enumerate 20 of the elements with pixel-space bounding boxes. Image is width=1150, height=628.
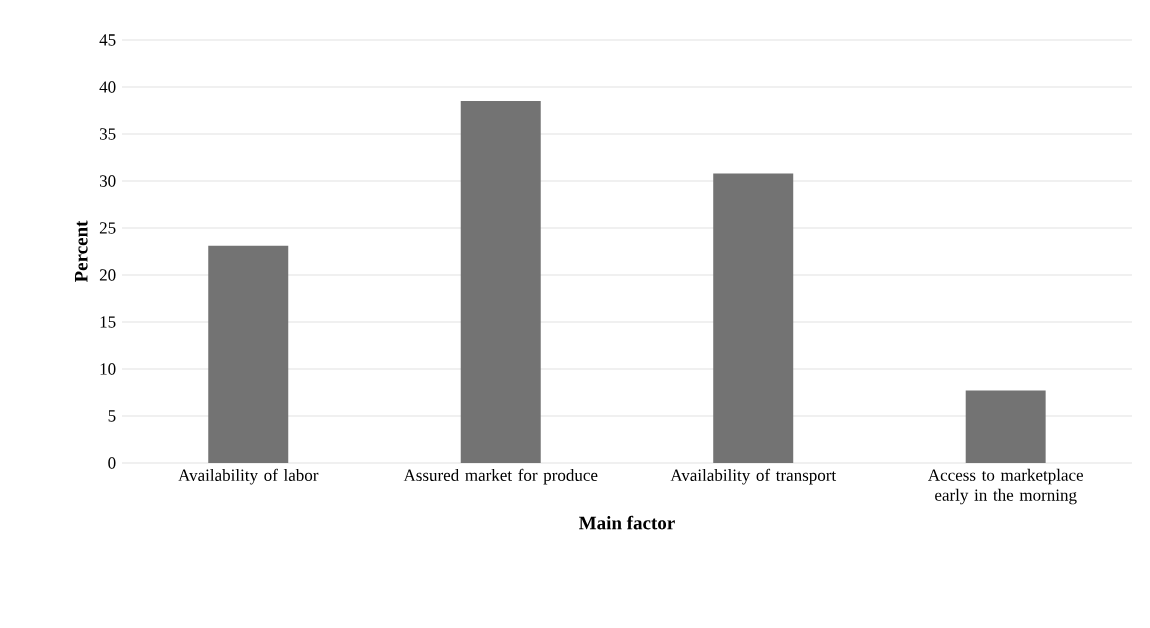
- bar: [460, 101, 541, 463]
- x-tick-label: Availability of labor: [178, 468, 319, 485]
- y-tick-label: 20: [99, 269, 116, 281]
- x-tick-label: Access to marketplace early in the morning: [928, 468, 1084, 505]
- y-tick-label: 30: [99, 175, 116, 187]
- bar: [965, 390, 1046, 463]
- y-tick-label: 10: [100, 363, 116, 375]
- x-tick-label: Assured market for produce: [403, 468, 598, 485]
- y-axis-title: Percent: [74, 220, 88, 283]
- bar: [208, 245, 289, 463]
- y-tick-label: 5: [108, 410, 116, 422]
- y-tick-label: 45: [99, 34, 116, 46]
- x-tick-label: Availability of transport: [670, 468, 837, 485]
- y-tick-label: 0: [108, 457, 116, 469]
- y-tick-label: 40: [99, 81, 116, 93]
- x-axis-title: Main factor: [579, 515, 675, 530]
- bar: [713, 173, 794, 463]
- y-tick-label: 35: [99, 128, 116, 140]
- y-tick-label: 25: [99, 222, 116, 234]
- y-tick-label: 15: [100, 316, 116, 328]
